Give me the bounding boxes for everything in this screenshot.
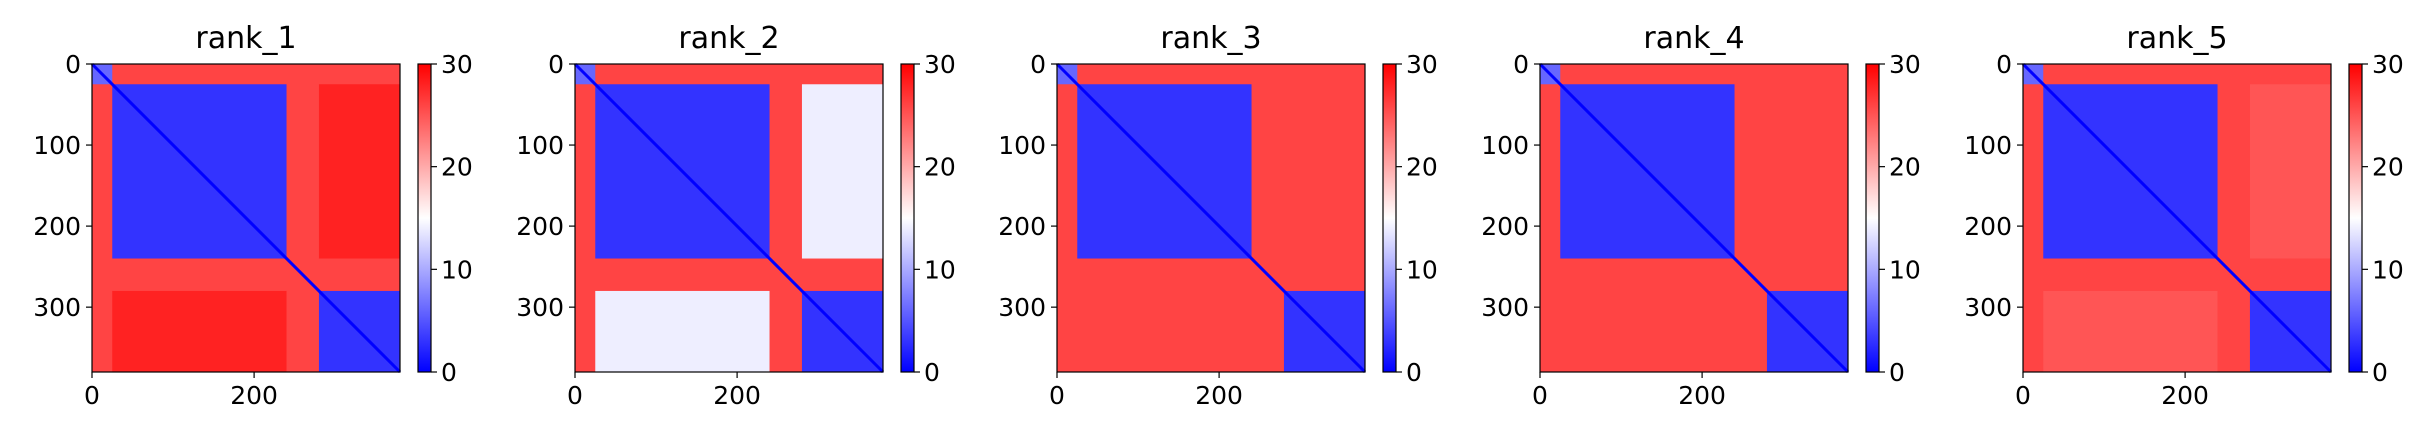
y-tick-label: 300	[516, 293, 564, 322]
colorbar-frame	[2348, 63, 2363, 373]
heatmap-cross-block	[595, 290, 770, 372]
y-tick-label: 0	[65, 50, 81, 79]
axes-frame	[91, 63, 401, 373]
colorbar	[1383, 64, 1396, 372]
y-tick-label: 0	[1996, 50, 2012, 79]
y-tick-label: 100	[1481, 131, 1529, 160]
x-tick-label: 200	[713, 381, 761, 410]
colorbar-tick-label: 30	[924, 50, 956, 79]
x-tick-label: 0	[84, 381, 100, 410]
x-tick-label: 0	[567, 381, 583, 410]
panel-rank_2: rank_2 0 100 200 300 0 200 0 10 20 30	[516, 21, 956, 410]
x-tick-label: 200	[1678, 381, 1726, 410]
panel-title: rank_5	[2126, 21, 2227, 56]
y-tick-label: 200	[33, 212, 81, 241]
y-tick-label: 300	[1964, 293, 2012, 322]
panel-rank_3: rank_3 0 100 200 300 0 200 0 10 20 30	[998, 21, 1438, 410]
colorbar-tick-label: 20	[1889, 153, 1921, 182]
colorbar-tick-label: 20	[2372, 153, 2404, 182]
heatmap-cross-block	[318, 84, 400, 259]
heatmap-diagonal	[573, 62, 885, 374]
panel-rank_4: rank_4 0 100 200 300 0 200 0 10 20 30	[1481, 21, 1921, 410]
y-tick-label: 200	[1481, 212, 1529, 241]
colorbar-tick-label: 0	[441, 358, 457, 387]
y-tick-label: 100	[998, 131, 1046, 160]
colorbar-tick-label: 10	[1889, 255, 1921, 284]
y-tick-label: 0	[1513, 50, 1529, 79]
colorbar	[2349, 64, 2362, 372]
heatmap-cross-block	[1766, 84, 1848, 259]
colorbar-tick-label: 20	[1406, 153, 1438, 182]
colorbar-frame	[1865, 63, 1880, 373]
colorbar-tick-label: 0	[1889, 358, 1905, 387]
axes-frame	[574, 63, 884, 373]
x-tick-label: 0	[1532, 381, 1548, 410]
colorbar-tick-label: 10	[1406, 255, 1438, 284]
heatmap-cross-block	[1560, 290, 1735, 372]
panel-rank_1: rank_1 0 100 200 300 0 200 0 10 20 30	[33, 21, 473, 410]
x-tick-label: 200	[230, 381, 278, 410]
colorbar-frame	[900, 63, 915, 373]
y-tick-label: 300	[33, 293, 81, 322]
colorbar-frame	[1382, 63, 1397, 373]
heatmap-diagonal	[2021, 62, 2333, 374]
y-tick-label: 100	[33, 131, 81, 160]
colorbar-tick-label: 30	[2372, 50, 2404, 79]
heatmap-diagonal	[1055, 62, 1367, 374]
x-tick-label: 200	[1195, 381, 1243, 410]
y-tick-label: 0	[548, 50, 564, 79]
colorbar-tick-label: 30	[1406, 50, 1438, 79]
y-tick-label: 0	[1030, 50, 1046, 79]
colorbar-frame	[417, 63, 432, 373]
heatmap-cross-block	[801, 84, 883, 259]
colorbar-tick-label: 0	[2372, 358, 2388, 387]
y-tick-label: 200	[1964, 212, 2012, 241]
axes-frame	[2022, 63, 2332, 373]
colorbar-tick-label: 30	[441, 50, 473, 79]
colorbar-tick-label: 0	[1406, 358, 1422, 387]
colorbar-tick-label: 0	[924, 358, 940, 387]
y-tick-label: 300	[998, 293, 1046, 322]
x-tick-label: 0	[2015, 381, 2031, 410]
colorbar-tick-label: 10	[441, 255, 473, 284]
heatmap-cross-block	[112, 290, 287, 372]
colorbar-tick-label: 20	[924, 153, 956, 182]
heatmap-diagonal	[90, 62, 402, 374]
y-tick-label: 200	[516, 212, 564, 241]
y-tick-label: 200	[998, 212, 1046, 241]
colorbar	[901, 64, 914, 372]
x-tick-label: 0	[1049, 381, 1065, 410]
panel-title: rank_3	[1160, 21, 1261, 56]
y-tick-label: 100	[516, 131, 564, 160]
panel-rank_5: rank_5 0 100 200 300 0 200 0 10 20 30	[1964, 21, 2404, 410]
axes-frame	[1539, 63, 1849, 373]
colorbar-tick-label: 10	[924, 255, 956, 284]
colorbar	[1866, 64, 1879, 372]
panel-title: rank_1	[195, 21, 296, 56]
y-tick-label: 100	[1964, 131, 2012, 160]
panel-title: rank_4	[1643, 21, 1744, 56]
heatmap-cross-block	[1283, 84, 1365, 259]
colorbar-tick-label: 20	[441, 153, 473, 182]
colorbar	[418, 64, 431, 372]
axes-frame	[1056, 63, 1366, 373]
heatmap-cross-block	[2043, 290, 2218, 372]
heatmap-diagonal	[1538, 62, 1850, 374]
y-tick-label: 300	[1481, 293, 1529, 322]
heatmap-cross-block	[2249, 84, 2331, 259]
colorbar-tick-label: 30	[1889, 50, 1921, 79]
heatmap-cross-block	[1077, 290, 1252, 372]
x-tick-label: 200	[2161, 381, 2209, 410]
colorbar-tick-label: 10	[2372, 255, 2404, 284]
panel-title: rank_2	[678, 21, 779, 56]
